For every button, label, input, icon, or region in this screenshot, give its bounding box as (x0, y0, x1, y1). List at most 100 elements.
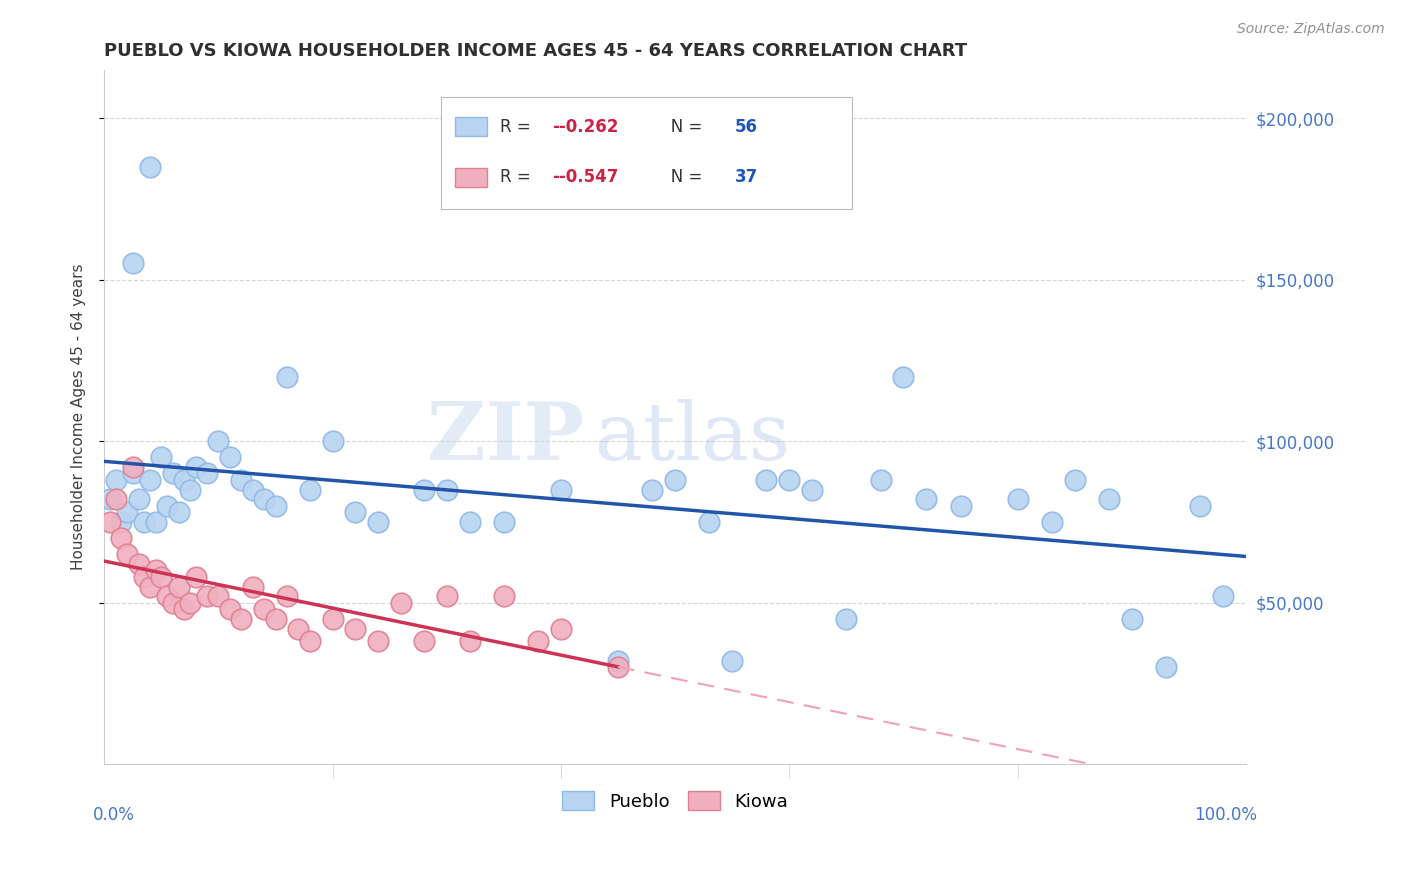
Point (184, 570, 207, 584)
Point (458, 634, 481, 648)
Point (492, 589, 515, 603)
Point (104, 473, 127, 487)
Point (949, 499, 972, 513)
Point (436, 589, 458, 603)
Point (253, 602, 276, 616)
Point (413, 483, 436, 497)
Point (1121, 612, 1143, 626)
Text: R =: R = (501, 118, 537, 136)
Point (287, 622, 309, 636)
Point (641, 483, 664, 497)
Point (721, 654, 744, 668)
Point (276, 589, 298, 603)
Point (110, 531, 132, 545)
Point (264, 612, 287, 626)
Point (550, 483, 572, 497)
Point (121, 256, 143, 270)
Point (150, 450, 173, 465)
Point (162, 596, 184, 610)
Point (1007, 492, 1029, 507)
Point (755, 473, 778, 487)
Point (231, 473, 253, 487)
Text: --0.262: --0.262 (551, 118, 619, 136)
Point (915, 492, 938, 507)
Point (139, 473, 162, 487)
Point (195, 467, 218, 481)
Point (207, 434, 229, 449)
Point (184, 460, 207, 475)
Text: 100.0%: 100.0% (1194, 806, 1257, 824)
Text: 56: 56 (734, 118, 758, 136)
Point (156, 589, 179, 603)
Point (139, 160, 162, 174)
Point (527, 634, 550, 648)
Point (253, 492, 276, 507)
Text: Source: ZipAtlas.com: Source: ZipAtlas.com (1237, 22, 1385, 37)
Point (264, 499, 287, 513)
Point (699, 515, 721, 529)
Point (664, 473, 686, 487)
Point (110, 515, 132, 529)
Point (1040, 515, 1063, 529)
Text: 37: 37 (734, 169, 758, 186)
Point (367, 515, 389, 529)
Point (156, 499, 179, 513)
FancyBboxPatch shape (454, 168, 486, 187)
Point (413, 634, 436, 648)
Point (550, 622, 572, 636)
Point (162, 467, 184, 481)
Text: N =: N = (655, 169, 707, 186)
Point (458, 515, 481, 529)
Point (367, 634, 389, 648)
Point (145, 515, 167, 529)
Point (195, 589, 218, 603)
Point (134, 570, 156, 584)
Point (869, 473, 891, 487)
Text: N =: N = (655, 118, 707, 136)
Point (276, 369, 298, 384)
Text: atlas: atlas (595, 399, 790, 477)
Point (492, 515, 515, 529)
Point (115, 505, 138, 519)
Point (1063, 473, 1085, 487)
Point (173, 602, 195, 616)
Point (1189, 499, 1212, 513)
Point (218, 602, 240, 616)
Point (167, 505, 190, 519)
Point (344, 505, 367, 519)
Text: 0.0%: 0.0% (93, 806, 135, 824)
Point (167, 580, 190, 594)
Point (436, 483, 458, 497)
Point (98, 515, 121, 529)
FancyBboxPatch shape (454, 117, 486, 136)
Point (121, 460, 143, 475)
Point (242, 483, 264, 497)
Point (134, 515, 156, 529)
Text: PUEBLO VS KIOWA HOUSEHOLDER INCOME AGES 45 - 64 YEARS CORRELATION CHART: PUEBLO VS KIOWA HOUSEHOLDER INCOME AGES … (104, 42, 967, 60)
Point (801, 483, 824, 497)
Point (298, 483, 321, 497)
Point (1098, 492, 1121, 507)
Point (389, 596, 412, 610)
Text: ZIP: ZIP (427, 399, 583, 477)
Point (344, 622, 367, 636)
Point (218, 450, 240, 465)
Point (150, 570, 173, 584)
Point (179, 596, 201, 610)
Point (242, 580, 264, 594)
Point (173, 473, 195, 487)
Point (298, 634, 321, 648)
Point (835, 612, 858, 626)
Text: R =: R = (501, 169, 537, 186)
Point (1154, 660, 1177, 674)
Point (121, 467, 143, 481)
Text: --0.547: --0.547 (551, 169, 619, 186)
Point (322, 612, 344, 626)
Point (607, 660, 630, 674)
Point (128, 492, 150, 507)
Point (893, 369, 915, 384)
Point (607, 654, 630, 668)
Point (98, 492, 121, 507)
Point (145, 563, 167, 577)
Point (179, 483, 201, 497)
